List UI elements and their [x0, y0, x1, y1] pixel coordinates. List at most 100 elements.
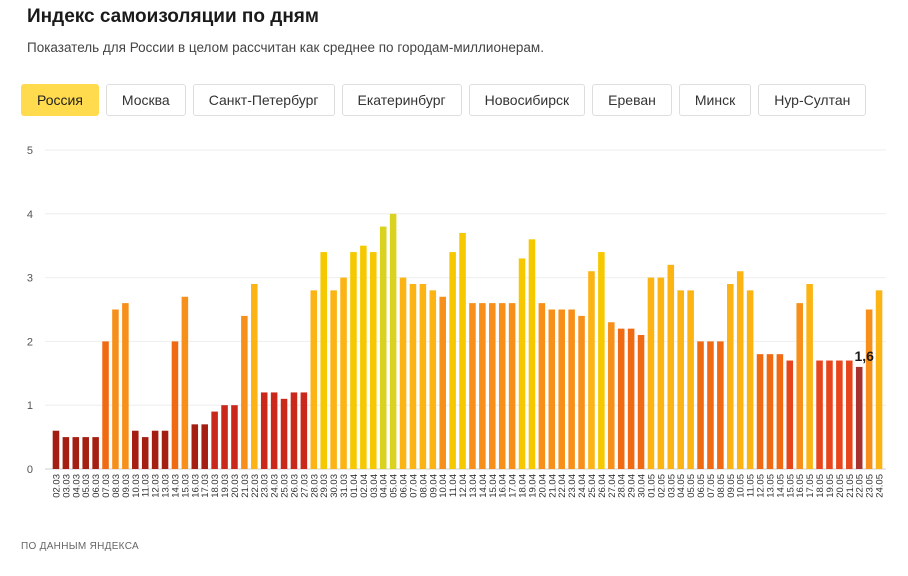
tab-saint-petersburg[interactable]: Санкт-Петербург	[192, 84, 335, 116]
x-tick-label: 14.05	[775, 474, 786, 498]
bar	[340, 277, 347, 469]
x-tick-label: 04.05	[676, 474, 687, 498]
city-tabs: Россия Москва Санкт-Петербург Екатеринбу…	[21, 84, 867, 116]
x-tick-label: 16.04	[498, 474, 509, 498]
bar	[251, 283, 258, 469]
page-subtitle: Показатель для России в целом рассчитан …	[27, 40, 544, 55]
x-tick-label: 22.04	[557, 474, 568, 498]
x-tick-label: 13.04	[468, 474, 479, 498]
bar	[855, 366, 863, 469]
x-tick-label: 12.04	[458, 474, 469, 498]
tab-yerevan[interactable]: Ереван	[592, 84, 672, 116]
x-tick-label: 07.04	[408, 474, 419, 498]
x-tick-label: 11.04	[448, 474, 459, 497]
bar	[270, 392, 278, 469]
x-tick-label: 23.04	[567, 474, 578, 498]
bar	[260, 392, 268, 469]
bar	[201, 424, 208, 469]
bar	[756, 354, 764, 469]
x-tick-label: 22.03	[250, 474, 261, 498]
x-tick-label: 09.05	[726, 474, 737, 498]
x-tick-label: 04.04	[379, 474, 390, 498]
x-tick-label: 10.04	[438, 474, 449, 498]
x-tick-label: 05.05	[686, 474, 697, 498]
bar	[231, 405, 238, 469]
bar	[241, 315, 248, 469]
x-tick-label: 10.03	[131, 474, 142, 498]
bar	[627, 328, 635, 469]
x-tick-label: 06.04	[399, 474, 410, 498]
x-tick-label: 02.04	[359, 474, 370, 498]
x-tick-label: 07.05	[706, 474, 717, 498]
x-tick-label: 23.03	[260, 474, 271, 498]
bar	[191, 424, 199, 469]
bar	[112, 309, 119, 469]
x-tick-label: 31.03	[339, 474, 350, 498]
x-tick-label: 19.05	[825, 474, 836, 498]
bar	[132, 430, 139, 469]
bar	[399, 277, 407, 469]
x-tick-label: 04.03	[71, 474, 82, 498]
bar	[389, 213, 397, 469]
bar	[717, 341, 724, 469]
data-label-annotation: 1,6	[854, 348, 874, 364]
x-tick-label: 13.05	[765, 474, 776, 498]
x-tick-label: 27.03	[299, 474, 310, 498]
x-tick-label: 27.04	[607, 474, 618, 498]
x-tick-label: 20.05	[835, 474, 846, 498]
bar	[489, 303, 496, 469]
tab-minsk[interactable]: Минск	[678, 84, 752, 116]
x-tick-label: 05.03	[81, 474, 92, 498]
x-tick-label: 21.04	[547, 474, 558, 498]
bar	[806, 283, 813, 469]
tab-nur-sultan[interactable]: Нур-Султан	[758, 84, 867, 116]
bar	[72, 437, 80, 469]
x-tick-label: 03.04	[369, 474, 380, 498]
bar	[429, 290, 437, 469]
x-tick-label: 24.05	[875, 474, 886, 498]
y-tick-label: 0	[27, 464, 33, 476]
y-tick-label: 4	[27, 209, 33, 221]
x-tick-label: 19.03	[220, 474, 231, 498]
x-tick-label: 21.05	[845, 474, 856, 498]
bar	[310, 290, 318, 469]
bar	[766, 354, 774, 469]
x-tick-label: 19.04	[527, 474, 538, 498]
tab-russia[interactable]: Россия	[21, 84, 99, 116]
tab-moscow[interactable]: Москва	[105, 84, 186, 116]
bar	[370, 252, 377, 469]
bar	[330, 290, 337, 469]
bar	[578, 315, 585, 469]
x-tick-label: 29.03	[319, 474, 330, 498]
y-tick-label: 2	[27, 336, 33, 348]
bar	[707, 341, 714, 469]
bar	[449, 252, 456, 469]
x-tick-label: 15.04	[488, 474, 499, 498]
x-tick-label: 17.04	[508, 474, 519, 498]
bar	[52, 430, 60, 469]
x-tick-label: 09.04	[428, 474, 439, 498]
x-tick-label: 18.04	[518, 474, 529, 498]
x-tick-label: 07.03	[101, 474, 112, 498]
bar	[568, 309, 575, 469]
x-tick-label: 03.05	[666, 474, 677, 498]
x-tick-label: 12.05	[756, 474, 767, 498]
bar	[528, 239, 536, 469]
bar	[637, 335, 645, 469]
x-tick-label: 08.04	[418, 474, 429, 498]
x-tick-label: 10.05	[736, 474, 747, 498]
bar	[608, 322, 615, 469]
x-tick-label: 08.03	[111, 474, 122, 498]
tab-novosibirsk[interactable]: Новосибирск	[468, 84, 586, 116]
x-tick-label: 14.04	[478, 474, 489, 498]
y-tick-label: 1	[27, 400, 33, 412]
tab-yekaterinburg[interactable]: Екатеринбург	[341, 84, 462, 116]
x-tick-label: 05.04	[389, 474, 400, 498]
bar	[518, 258, 526, 469]
bar	[479, 303, 486, 469]
bar	[419, 283, 427, 469]
bar	[379, 226, 387, 469]
bar	[816, 360, 823, 469]
x-tick-label: 06.05	[696, 474, 707, 498]
